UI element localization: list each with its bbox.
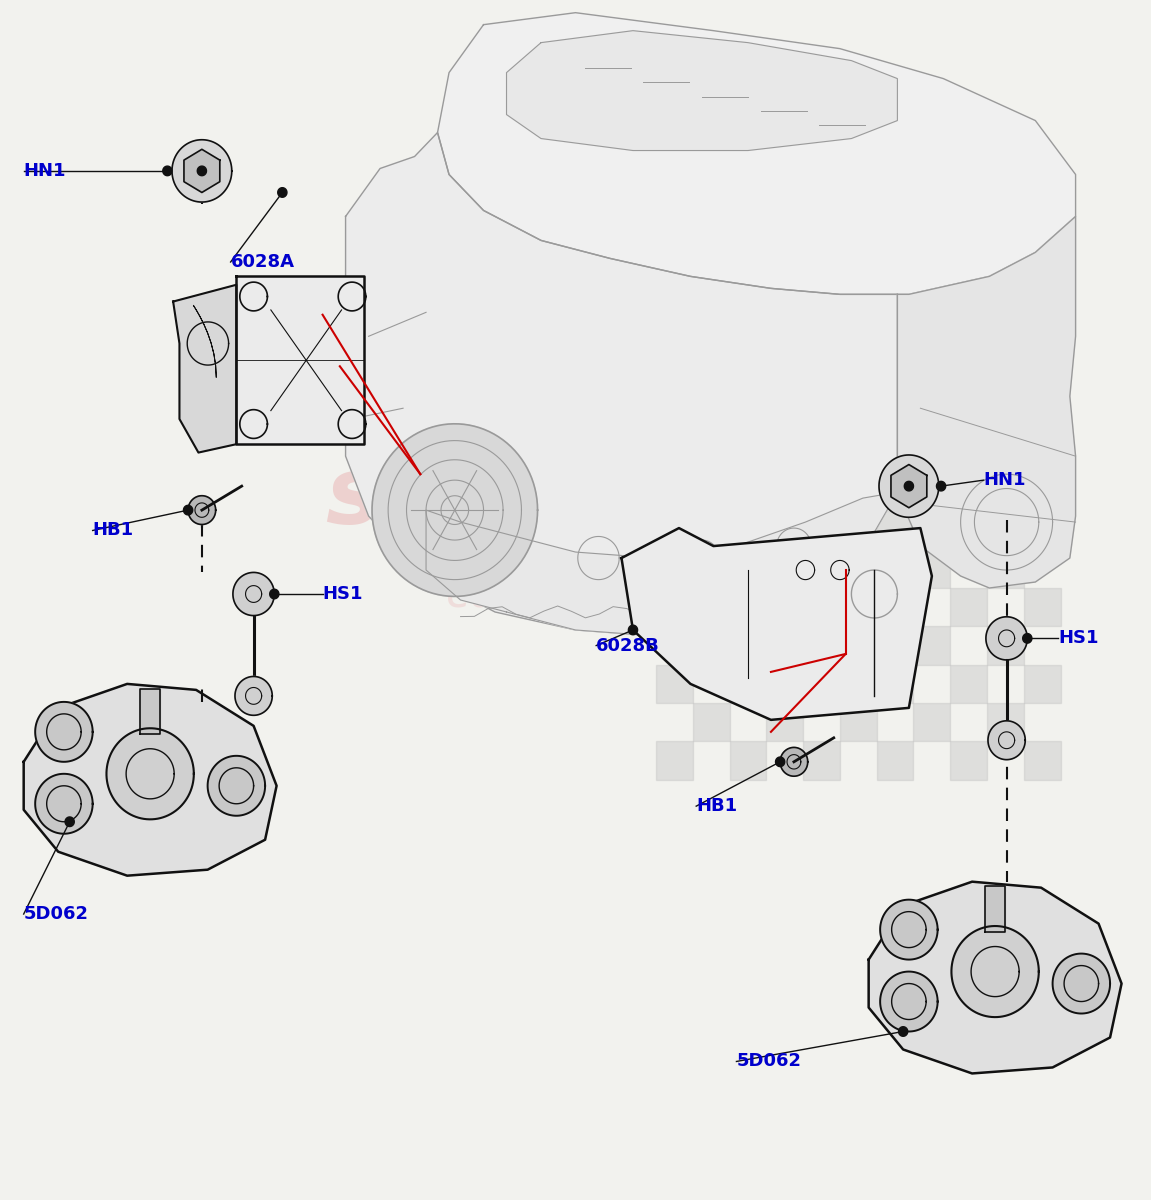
Bar — [693, 550, 730, 588]
Bar — [656, 588, 693, 626]
Bar — [767, 703, 803, 742]
Bar — [914, 626, 951, 665]
Bar — [951, 742, 988, 780]
Text: 6028A: 6028A — [230, 253, 295, 271]
Bar — [656, 665, 693, 703]
Bar — [656, 511, 693, 550]
Bar — [693, 703, 730, 742]
Polygon shape — [162, 166, 171, 175]
Bar — [803, 742, 840, 780]
Bar — [803, 511, 840, 550]
Polygon shape — [881, 972, 938, 1032]
Polygon shape — [24, 684, 276, 876]
Polygon shape — [139, 689, 160, 734]
Polygon shape — [437, 13, 1075, 294]
Bar — [877, 511, 914, 550]
Text: HS1: HS1 — [1058, 629, 1099, 647]
Text: 5D062: 5D062 — [24, 905, 89, 923]
Polygon shape — [879, 455, 939, 517]
Bar — [803, 588, 840, 626]
Polygon shape — [937, 481, 946, 491]
Bar — [840, 626, 877, 665]
Polygon shape — [905, 481, 914, 491]
Bar — [877, 742, 914, 780]
Polygon shape — [345, 132, 898, 636]
Bar — [1024, 665, 1060, 703]
Bar — [803, 665, 840, 703]
Text: HN1: HN1 — [984, 472, 1026, 490]
Polygon shape — [107, 728, 193, 820]
Bar — [840, 703, 877, 742]
Bar — [951, 588, 988, 626]
Polygon shape — [899, 1027, 908, 1037]
Bar — [730, 511, 767, 550]
Polygon shape — [952, 926, 1039, 1018]
Text: HN1: HN1 — [24, 162, 67, 180]
Polygon shape — [269, 589, 279, 599]
Polygon shape — [426, 492, 898, 636]
Bar — [767, 473, 803, 511]
Text: HB1: HB1 — [93, 522, 134, 540]
Bar — [730, 588, 767, 626]
Bar — [951, 665, 988, 703]
Bar — [988, 473, 1024, 511]
Polygon shape — [36, 774, 93, 834]
Bar — [988, 703, 1024, 742]
Polygon shape — [173, 284, 236, 452]
Polygon shape — [622, 528, 932, 720]
Polygon shape — [776, 757, 785, 767]
Polygon shape — [891, 464, 927, 508]
Bar — [1024, 742, 1060, 780]
Bar — [730, 742, 767, 780]
Bar — [988, 626, 1024, 665]
Polygon shape — [188, 496, 215, 524]
Polygon shape — [372, 424, 538, 596]
Polygon shape — [207, 756, 265, 816]
Bar — [951, 511, 988, 550]
Bar — [1024, 511, 1060, 550]
Polygon shape — [1023, 634, 1032, 643]
Polygon shape — [628, 625, 638, 635]
Polygon shape — [881, 900, 938, 960]
Text: HS1: HS1 — [322, 586, 363, 604]
Bar — [840, 550, 877, 588]
Polygon shape — [898, 216, 1075, 588]
Text: scuderia: scuderia — [326, 452, 779, 544]
Polygon shape — [66, 817, 75, 827]
Polygon shape — [869, 882, 1121, 1074]
Bar — [840, 473, 877, 511]
Polygon shape — [235, 677, 273, 715]
Polygon shape — [183, 505, 192, 515]
Polygon shape — [780, 748, 808, 776]
Polygon shape — [233, 572, 274, 616]
Polygon shape — [236, 276, 364, 444]
Bar — [988, 550, 1024, 588]
Bar — [730, 665, 767, 703]
Polygon shape — [171, 139, 231, 202]
Bar — [656, 742, 693, 780]
Bar — [914, 703, 951, 742]
Bar — [1024, 588, 1060, 626]
Polygon shape — [1053, 954, 1110, 1014]
Polygon shape — [36, 702, 93, 762]
Bar — [693, 473, 730, 511]
Bar — [693, 626, 730, 665]
Polygon shape — [986, 617, 1028, 660]
Text: HB1: HB1 — [696, 797, 738, 815]
Polygon shape — [277, 187, 287, 197]
Polygon shape — [985, 887, 1006, 932]
Bar — [877, 588, 914, 626]
Bar — [877, 665, 914, 703]
Polygon shape — [197, 166, 206, 175]
Bar — [767, 550, 803, 588]
Polygon shape — [506, 31, 898, 150]
Bar — [914, 550, 951, 588]
Text: car  parts: car parts — [447, 572, 658, 616]
Bar — [914, 473, 951, 511]
Bar — [767, 626, 803, 665]
Text: 5D062: 5D062 — [737, 1052, 801, 1070]
Polygon shape — [988, 721, 1026, 760]
Text: 6028B: 6028B — [596, 636, 660, 654]
Polygon shape — [184, 149, 220, 192]
